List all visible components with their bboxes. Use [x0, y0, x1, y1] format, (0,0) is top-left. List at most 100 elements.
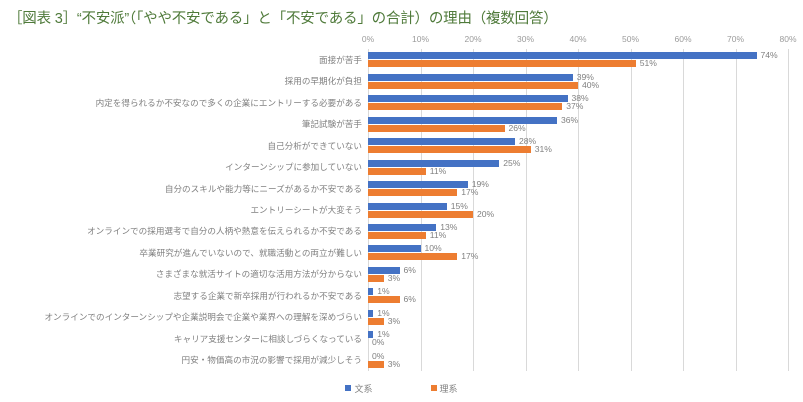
bar-bunkei[interactable]	[368, 245, 421, 253]
bar-bunkei[interactable]	[368, 309, 374, 317]
bar-value-label: 20%	[477, 208, 495, 219]
bar-value-label: 6%	[403, 294, 416, 305]
bars-container: 74% 51% 39% 40% 38% 37% 36% 26% 28% 31% 25% 11% 19% 1…	[368, 49, 789, 371]
category-label: キャリア支援センターに相談しづらくなっている	[173, 333, 362, 344]
bar-value-label: 1%	[377, 329, 390, 340]
bar-value-label: 51%	[639, 58, 657, 69]
bar-value-label: 40%	[582, 79, 600, 90]
bar-value-label: 13%	[440, 221, 458, 232]
x-axis-tick-30: 30%	[516, 34, 535, 44]
chart-legend: 文系 理系	[0, 381, 803, 395]
legend-swatch-icon	[430, 385, 437, 391]
bar-bunkei[interactable]	[368, 116, 557, 124]
bar-bunkei[interactable]	[368, 223, 437, 231]
bar-value-label: 31%	[534, 144, 552, 155]
bar-value-label: 15%	[450, 200, 468, 211]
bar-value-label: 0%	[372, 337, 385, 348]
x-axis-tick-20: 20%	[464, 34, 482, 44]
bar-bunkei[interactable]	[368, 159, 500, 167]
bar-bunkei[interactable]	[368, 331, 374, 339]
category-label: さまざまな就活サイトの適切な活用方法が分からない	[155, 269, 362, 280]
bar-value-label: 1%	[377, 307, 390, 318]
category-label: 円安・物価高の市況の影響で採用が減少しそう	[181, 355, 362, 366]
x-axis-tick-70: 70%	[726, 34, 745, 44]
bar-rikei[interactable]	[368, 317, 384, 325]
x-axis-tick-40: 40%	[569, 34, 587, 44]
bar-rikei[interactable]	[368, 231, 426, 239]
bar-value-label: 17%	[461, 187, 479, 198]
category-label: オンラインでの採用選考で自分の人柄や熱意を伝えられるか不安である	[87, 226, 362, 237]
category-label: 筆記試験が苦手	[301, 119, 362, 130]
category-label: 面接が苦手	[319, 54, 362, 65]
gridline-40	[578, 49, 579, 371]
gridline-10	[420, 49, 422, 371]
bar-bunkei[interactable]	[368, 266, 400, 274]
bar-rikei[interactable]	[368, 189, 458, 197]
legend-label: 文系	[354, 383, 373, 394]
x-axis-tick-0: 0%	[361, 34, 375, 44]
bar-value-label: 6%	[403, 264, 416, 275]
bar-bunkei[interactable]	[368, 288, 374, 296]
bar-bunkei[interactable]	[368, 95, 568, 103]
bar-rikei[interactable]	[368, 167, 426, 175]
bar-value-label: 26%	[508, 122, 526, 133]
x-axis-tick-60: 60%	[674, 34, 692, 44]
bar-rikei[interactable]	[368, 210, 473, 218]
chart-title: ［図表 3］“不安派”（「やや不安である」と「不安である」の合計）の理由（複数回…	[8, 11, 558, 27]
bar-value-label: 19%	[471, 179, 489, 190]
bar-value-label: 38%	[571, 93, 589, 104]
bar-value-label: 74%	[760, 50, 778, 61]
bar-rikei[interactable]	[368, 253, 458, 261]
category-label: インターンシップに参加していない	[225, 162, 362, 173]
bar-rikei[interactable]	[368, 81, 578, 89]
bar-rikei[interactable]	[368, 60, 636, 68]
gridline-30	[525, 49, 527, 371]
bar-value-label: 10%	[424, 243, 442, 254]
bar-rikei[interactable]	[368, 124, 505, 132]
legend-item-rikei[interactable]: 理系	[430, 382, 458, 395]
bar-value-label: 3%	[387, 272, 401, 283]
bar-value-label: 36%	[561, 114, 579, 125]
gridline-80	[788, 49, 789, 371]
bar-rikei[interactable]	[368, 146, 531, 154]
category-label: 採用の早期化が負担	[284, 76, 362, 87]
x-axis-tick-80: 80%	[779, 34, 797, 44]
bar-value-label: 25%	[503, 157, 521, 168]
category-axis-labels: 面接が苦手採用の早期化が負担内定を得られるか不安なので多くの企業にエントリーする…	[0, 49, 362, 371]
x-axis-tick-50: 50%	[621, 34, 640, 44]
category-label: 内定を得られるか不安なので多くの企業にエントリーする必要がある	[95, 97, 362, 108]
bar-rikei[interactable]	[368, 103, 563, 111]
bar-value-label: 11%	[429, 229, 447, 240]
value-axis-line	[368, 49, 369, 371]
bar-rikei[interactable]	[368, 274, 384, 282]
bar-value-label: 3%	[387, 315, 401, 326]
bar-bunkei[interactable]	[368, 73, 573, 81]
bar-value-label: 28%	[519, 136, 537, 147]
bar-rikei[interactable]	[368, 296, 400, 304]
bar-value-label: 37%	[566, 101, 584, 112]
legend-item-bunkei[interactable]: 文系	[345, 382, 373, 395]
bar-rikei[interactable]	[368, 360, 384, 368]
bar-value-label: 0%	[372, 350, 385, 361]
bar-bunkei[interactable]	[368, 52, 757, 60]
gridline-70	[735, 49, 737, 371]
bar-value-label: 3%	[387, 358, 401, 369]
bar-value-label: 11%	[429, 165, 447, 176]
category-label: 卒業研究が進んでいないので、就職活動との両立が難しい	[139, 247, 362, 258]
category-label: 自己分析ができていない	[267, 140, 362, 151]
bar-bunkei[interactable]	[368, 138, 515, 146]
category-label: エントリーシートが大変そう	[250, 205, 362, 215]
category-label: 自分のスキルや能力等にニーズがあるか不安である	[164, 183, 362, 194]
gridline-20	[473, 49, 474, 371]
chart-plot-area: 0% 10% 20% 30% 40% 50% 60% 70% 80% 面接が苦手採用の早期化が負…	[0, 34, 803, 379]
category-label: 志望する企業で新卒採用が行われるか不安である	[173, 290, 362, 301]
legend-label: 理系	[439, 383, 458, 394]
bar-bunkei[interactable]	[368, 202, 447, 210]
bar-value-label: 39%	[576, 71, 594, 82]
bar-value-label: 1%	[377, 286, 390, 297]
gridline-50	[630, 49, 632, 371]
x-axis-tick-10: 10%	[411, 34, 430, 44]
gridline-60	[683, 49, 684, 371]
bar-bunkei[interactable]	[368, 181, 468, 189]
x-axis-tick-labels: 0% 10% 20% 30% 40% 50% 60% 70% 80%	[0, 34, 803, 48]
